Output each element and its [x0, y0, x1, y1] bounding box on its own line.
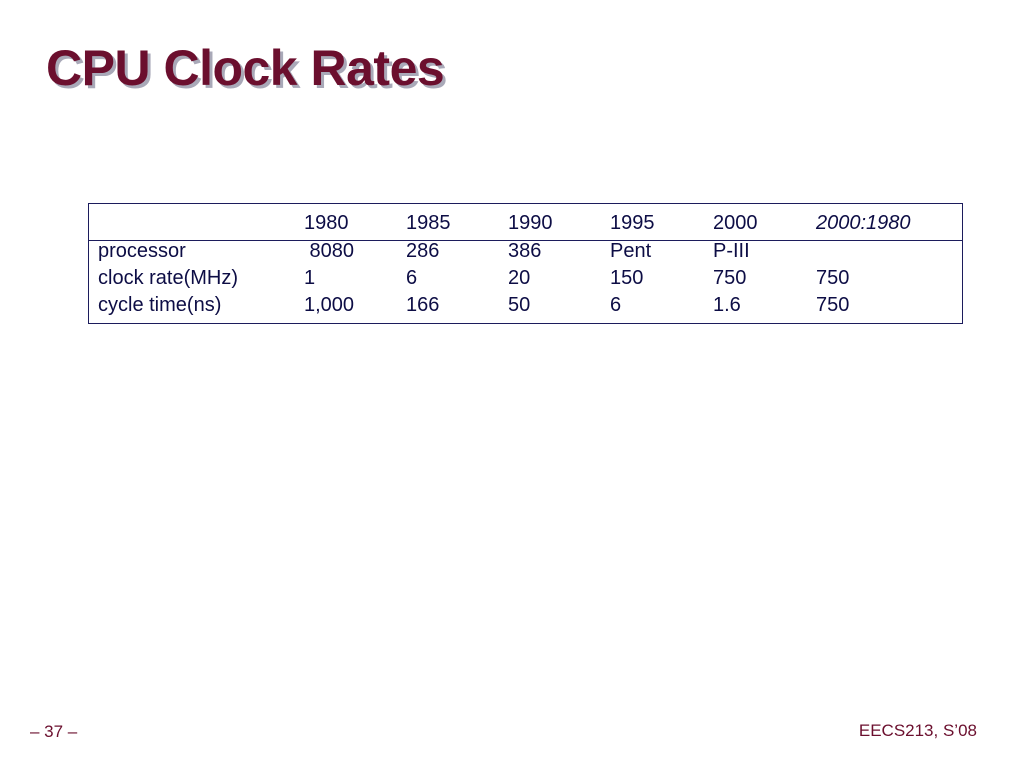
header-divider	[89, 240, 962, 241]
header-cell-1995: 1995	[610, 212, 655, 234]
slide-title: CPU Clock Rates	[46, 40, 445, 96]
table-cell: 750	[816, 294, 850, 316]
header-cell-ratio: 2000:1980	[816, 212, 911, 234]
table-cell: 750	[713, 267, 747, 289]
table-cell: 1.6	[713, 294, 741, 316]
header-cell-2000: 2000	[713, 212, 758, 234]
table-cell: 1	[304, 267, 316, 289]
row-label-clock-rate: clock rate(MHz)	[98, 267, 239, 289]
table-cell: 6	[406, 267, 418, 289]
table-cell: 166	[406, 294, 440, 316]
table-cell: 150	[610, 267, 644, 289]
table-cell: 286	[406, 240, 440, 262]
table-cell: 20	[508, 267, 531, 289]
header-cell-1980: 1980	[304, 212, 349, 234]
page-number: – 37 –	[30, 722, 78, 741]
row-label-processor: processor	[98, 240, 186, 262]
cpu-clock-rates-table: 1980 1985 1990 1995 2000 2000:1980 proce…	[88, 203, 963, 324]
row-label-cycle-time: cycle time(ns)	[98, 294, 222, 316]
table-cell: 50	[508, 294, 531, 316]
table-cell: Pent	[610, 240, 652, 262]
header-cell-1985: 1985	[406, 212, 451, 234]
table-cell: 8080	[304, 240, 355, 262]
course-label: EECS213, S’08	[858, 721, 977, 740]
header-cell-1990: 1990	[508, 212, 553, 234]
table-cell: 1,000	[304, 294, 355, 316]
table-cell: P-III	[713, 240, 750, 262]
table-cell: 6	[610, 294, 622, 316]
table-cell: 386	[508, 240, 542, 262]
table-cell: 750	[816, 267, 850, 289]
